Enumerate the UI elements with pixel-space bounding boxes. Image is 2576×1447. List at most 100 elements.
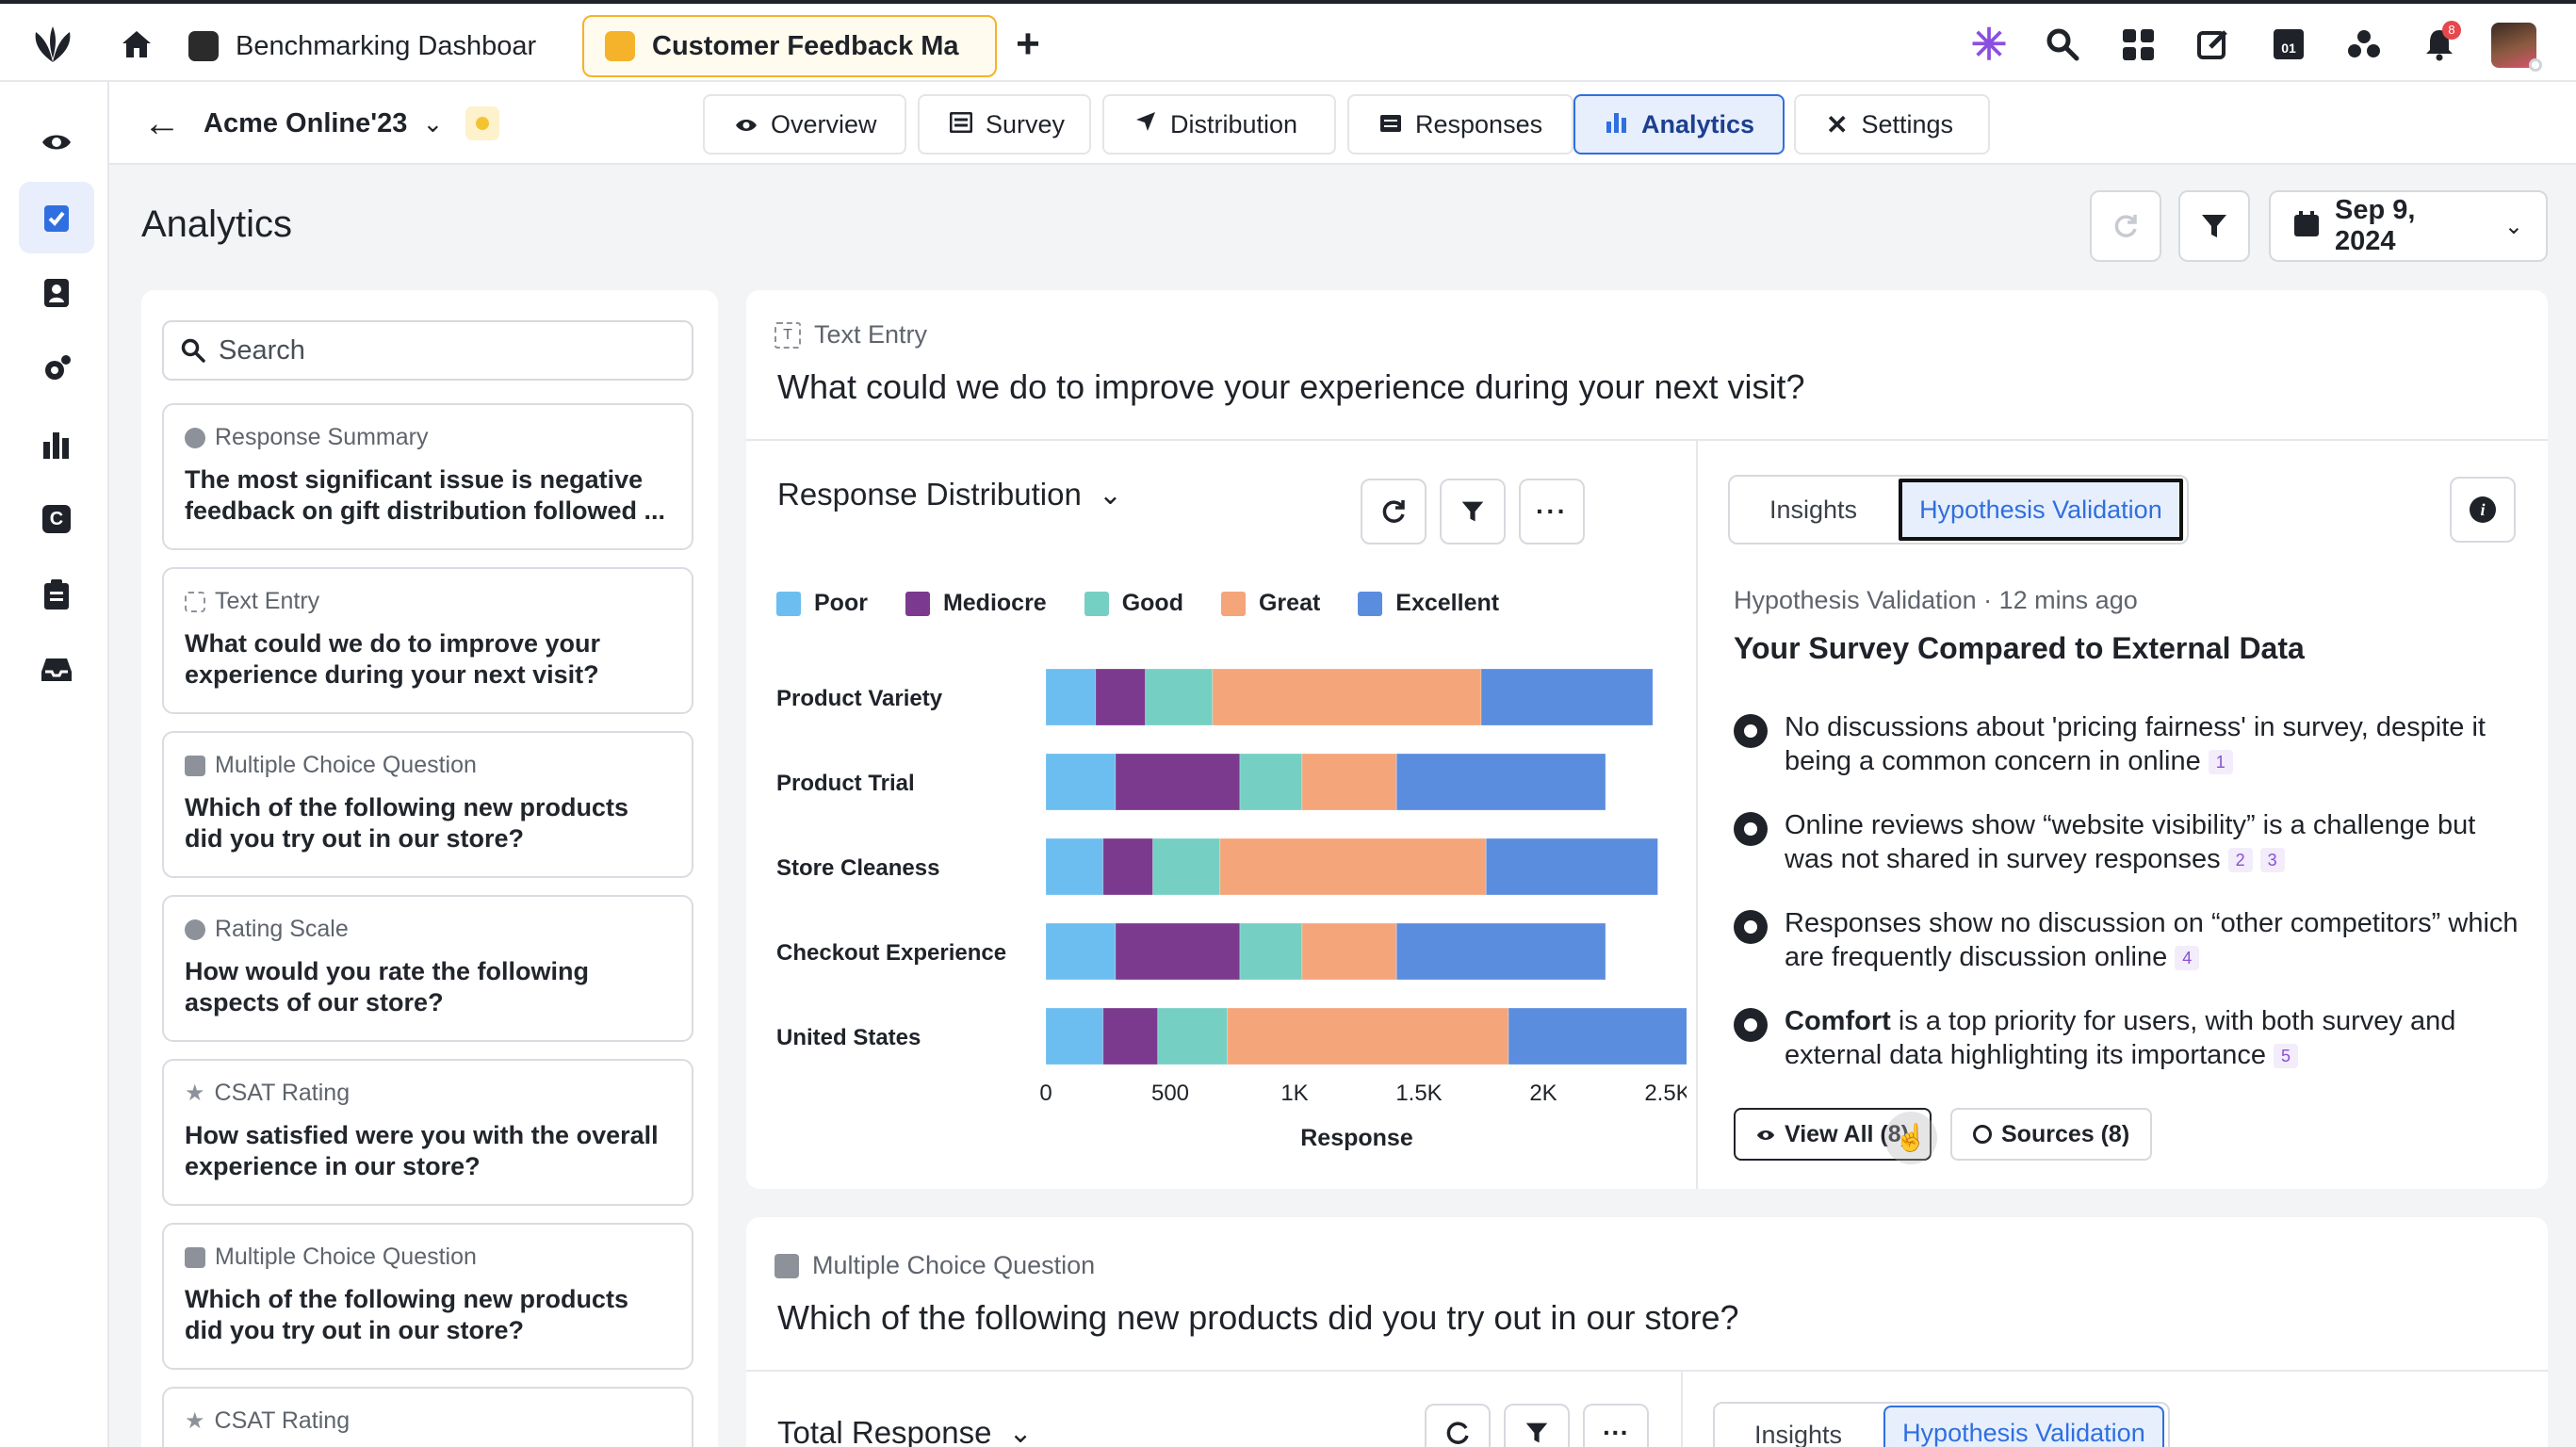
contacts-icon[interactable] xyxy=(19,257,94,329)
calendar-icon[interactable]: 01 xyxy=(2269,24,2308,64)
tab-overview[interactable]: Overview xyxy=(703,94,906,154)
bell-icon[interactable]: 8 xyxy=(2420,21,2461,64)
survey-icon[interactable] xyxy=(19,182,94,253)
citation-badge[interactable]: 4 xyxy=(2175,946,2200,971)
home-icon[interactable] xyxy=(117,24,156,64)
filter-button[interactable] xyxy=(1504,1404,1570,1447)
refresh-disabled-button[interactable] xyxy=(2090,190,2161,262)
tab-insights[interactable]: Insights xyxy=(1754,1420,1843,1447)
tab-analytics[interactable]: Analytics xyxy=(1573,94,1785,154)
c-app-icon[interactable]: C xyxy=(19,483,94,555)
question-type-label: Multiple Choice Question xyxy=(812,1251,1096,1279)
compose-icon[interactable] xyxy=(2193,24,2233,64)
refresh-button[interactable] xyxy=(1361,479,1427,545)
question-card-csat[interactable]: ★ CSAT Rating How satisfied were you with… xyxy=(162,1059,693,1206)
divider xyxy=(746,439,2548,441)
date-picker[interactable]: Sep 9, 2024 ⌄ xyxy=(2269,190,2548,262)
tab-insights[interactable]: Insights xyxy=(1769,495,1858,524)
divider-vertical xyxy=(1681,1370,1683,1447)
card-type: CSAT Rating xyxy=(214,1080,351,1106)
bar-segment xyxy=(1301,753,1397,811)
panel-title: Total Response xyxy=(777,1415,992,1447)
citation-badge[interactable]: 3 xyxy=(2259,848,2285,873)
apps-grid-icon[interactable] xyxy=(2118,24,2158,64)
eye-icon[interactable] xyxy=(19,106,94,178)
refresh-button[interactable] xyxy=(1425,1404,1491,1447)
plus-icon[interactable]: + xyxy=(1016,21,1040,67)
settings-gear-icon[interactable] xyxy=(19,333,94,404)
tab-hypothesis-validation[interactable]: Hypothesis Validation xyxy=(1883,1406,2164,1447)
integrations-icon[interactable] xyxy=(2344,24,2384,64)
tools-icon: ✕ xyxy=(1826,109,1849,139)
project-selector[interactable]: Acme Online'23 ⌄ xyxy=(204,101,500,146)
text-entry-icon: T xyxy=(774,321,801,349)
legend-swatch xyxy=(1358,591,1383,616)
legend-item[interactable]: Poor xyxy=(776,590,868,617)
back-arrow-icon[interactable]: ← xyxy=(143,103,181,144)
legend-swatch xyxy=(776,591,801,616)
calendar-icon xyxy=(2293,210,2320,242)
chevron-down-icon: ⌄ xyxy=(422,108,444,138)
tab-hypothesis-validation[interactable]: Hypothesis Validation xyxy=(1899,479,2183,541)
view-all-button[interactable]: View All (8) xyxy=(1734,1108,1932,1161)
filter-button[interactable] xyxy=(1440,479,1506,545)
insights-tab-group: Insights Hypothesis Validation xyxy=(1728,475,2189,545)
citation-badge[interactable]: 1 xyxy=(2208,750,2233,775)
sparkle-icon[interactable]: ✳ xyxy=(1970,20,2008,69)
tab-responses[interactable]: Responses xyxy=(1347,94,1573,154)
tab-survey[interactable]: Survey xyxy=(918,94,1091,154)
card-text: What could we do to improve your experie… xyxy=(185,629,601,689)
project-name: Acme Online'23 xyxy=(204,107,408,138)
more-options-button[interactable]: ··· xyxy=(1583,1404,1649,1447)
question-card-csat[interactable]: ★ CSAT Rating xyxy=(162,1387,693,1447)
avatar[interactable] xyxy=(2491,23,2536,68)
question-card-text-entry[interactable]: Text Entry What could we do to improve y… xyxy=(162,567,693,714)
tab-label: Responses xyxy=(1415,109,1543,138)
insight-text: is a top priority for users, with both s… xyxy=(1785,1006,2456,1070)
question-card-response-summary[interactable]: Response Summary The most significant is… xyxy=(162,403,693,550)
legend-item[interactable]: Good xyxy=(1084,590,1183,617)
bar-segment xyxy=(1395,753,1606,811)
question-type-label: Text Entry xyxy=(814,320,928,349)
bar-segment xyxy=(1301,922,1397,981)
question-card-multiple-choice[interactable]: Multiple Choice Question Which of the fo… xyxy=(162,1223,693,1370)
tab-settings[interactable]: ✕ Settings xyxy=(1794,94,1990,154)
question-card-multiple-choice[interactable]: Multiple Choice Question Which of the fo… xyxy=(162,731,693,878)
sprinklr-logo-icon[interactable] xyxy=(30,24,75,64)
tab-benchmarking-dashboard[interactable]: Benchmarking Dashboar xyxy=(168,15,582,77)
more-options-button[interactable]: ··· xyxy=(1519,479,1585,545)
insight-item: Online reviews show “website visibility”… xyxy=(1734,808,2525,876)
left-rail: C xyxy=(0,82,109,1447)
insights-meta: Hypothesis Validation · 12 mins ago xyxy=(1734,586,2138,614)
info-button[interactable]: i xyxy=(2450,477,2516,543)
legend-item[interactable]: Great xyxy=(1220,590,1320,617)
question-card-rating-scale[interactable]: Rating Scale How would you rate the foll… xyxy=(162,895,693,1042)
tab-label: Overview xyxy=(771,109,877,138)
sources-button[interactable]: Sources (8) xyxy=(1950,1108,2153,1161)
bar-segment xyxy=(1045,837,1104,896)
analytics-icon[interactable] xyxy=(19,408,94,480)
bar-segment xyxy=(1219,837,1487,896)
card-type: Multiple Choice Question xyxy=(215,1244,477,1270)
clipboard-icon[interactable] xyxy=(19,559,94,630)
inbox-icon[interactable] xyxy=(19,634,94,706)
tab-customer-feedback[interactable]: Customer Feedback Ma xyxy=(582,15,997,77)
search-icon[interactable] xyxy=(2043,24,2082,64)
citation-badge[interactable]: 2 xyxy=(2227,848,2253,873)
card-type: Response Summary xyxy=(215,424,429,450)
search-icon xyxy=(181,338,205,363)
citation-badge[interactable]: 5 xyxy=(2274,1044,2299,1069)
bar-segment xyxy=(1480,668,1654,726)
legend-item[interactable]: Mediocre xyxy=(905,590,1047,617)
insight-item: Responses show no discussion on “other c… xyxy=(1734,906,2525,974)
search-input[interactable]: Search xyxy=(162,320,693,381)
panel-title-dropdown[interactable]: Total Response ⌄ xyxy=(777,1415,1033,1447)
bar-segment xyxy=(1395,922,1606,981)
tab-distribution[interactable]: Distribution xyxy=(1102,94,1336,154)
sources-label: Sources (8) xyxy=(2001,1120,2130,1147)
x-tick-label: 1.5K xyxy=(1395,1081,1442,1106)
panel-title-dropdown[interactable]: Response Distribution ⌄ xyxy=(777,477,1122,512)
legend-item[interactable]: Excellent xyxy=(1358,590,1499,617)
card-text: The most significant issue is negative f… xyxy=(185,465,665,525)
filter-button[interactable] xyxy=(2178,190,2250,262)
